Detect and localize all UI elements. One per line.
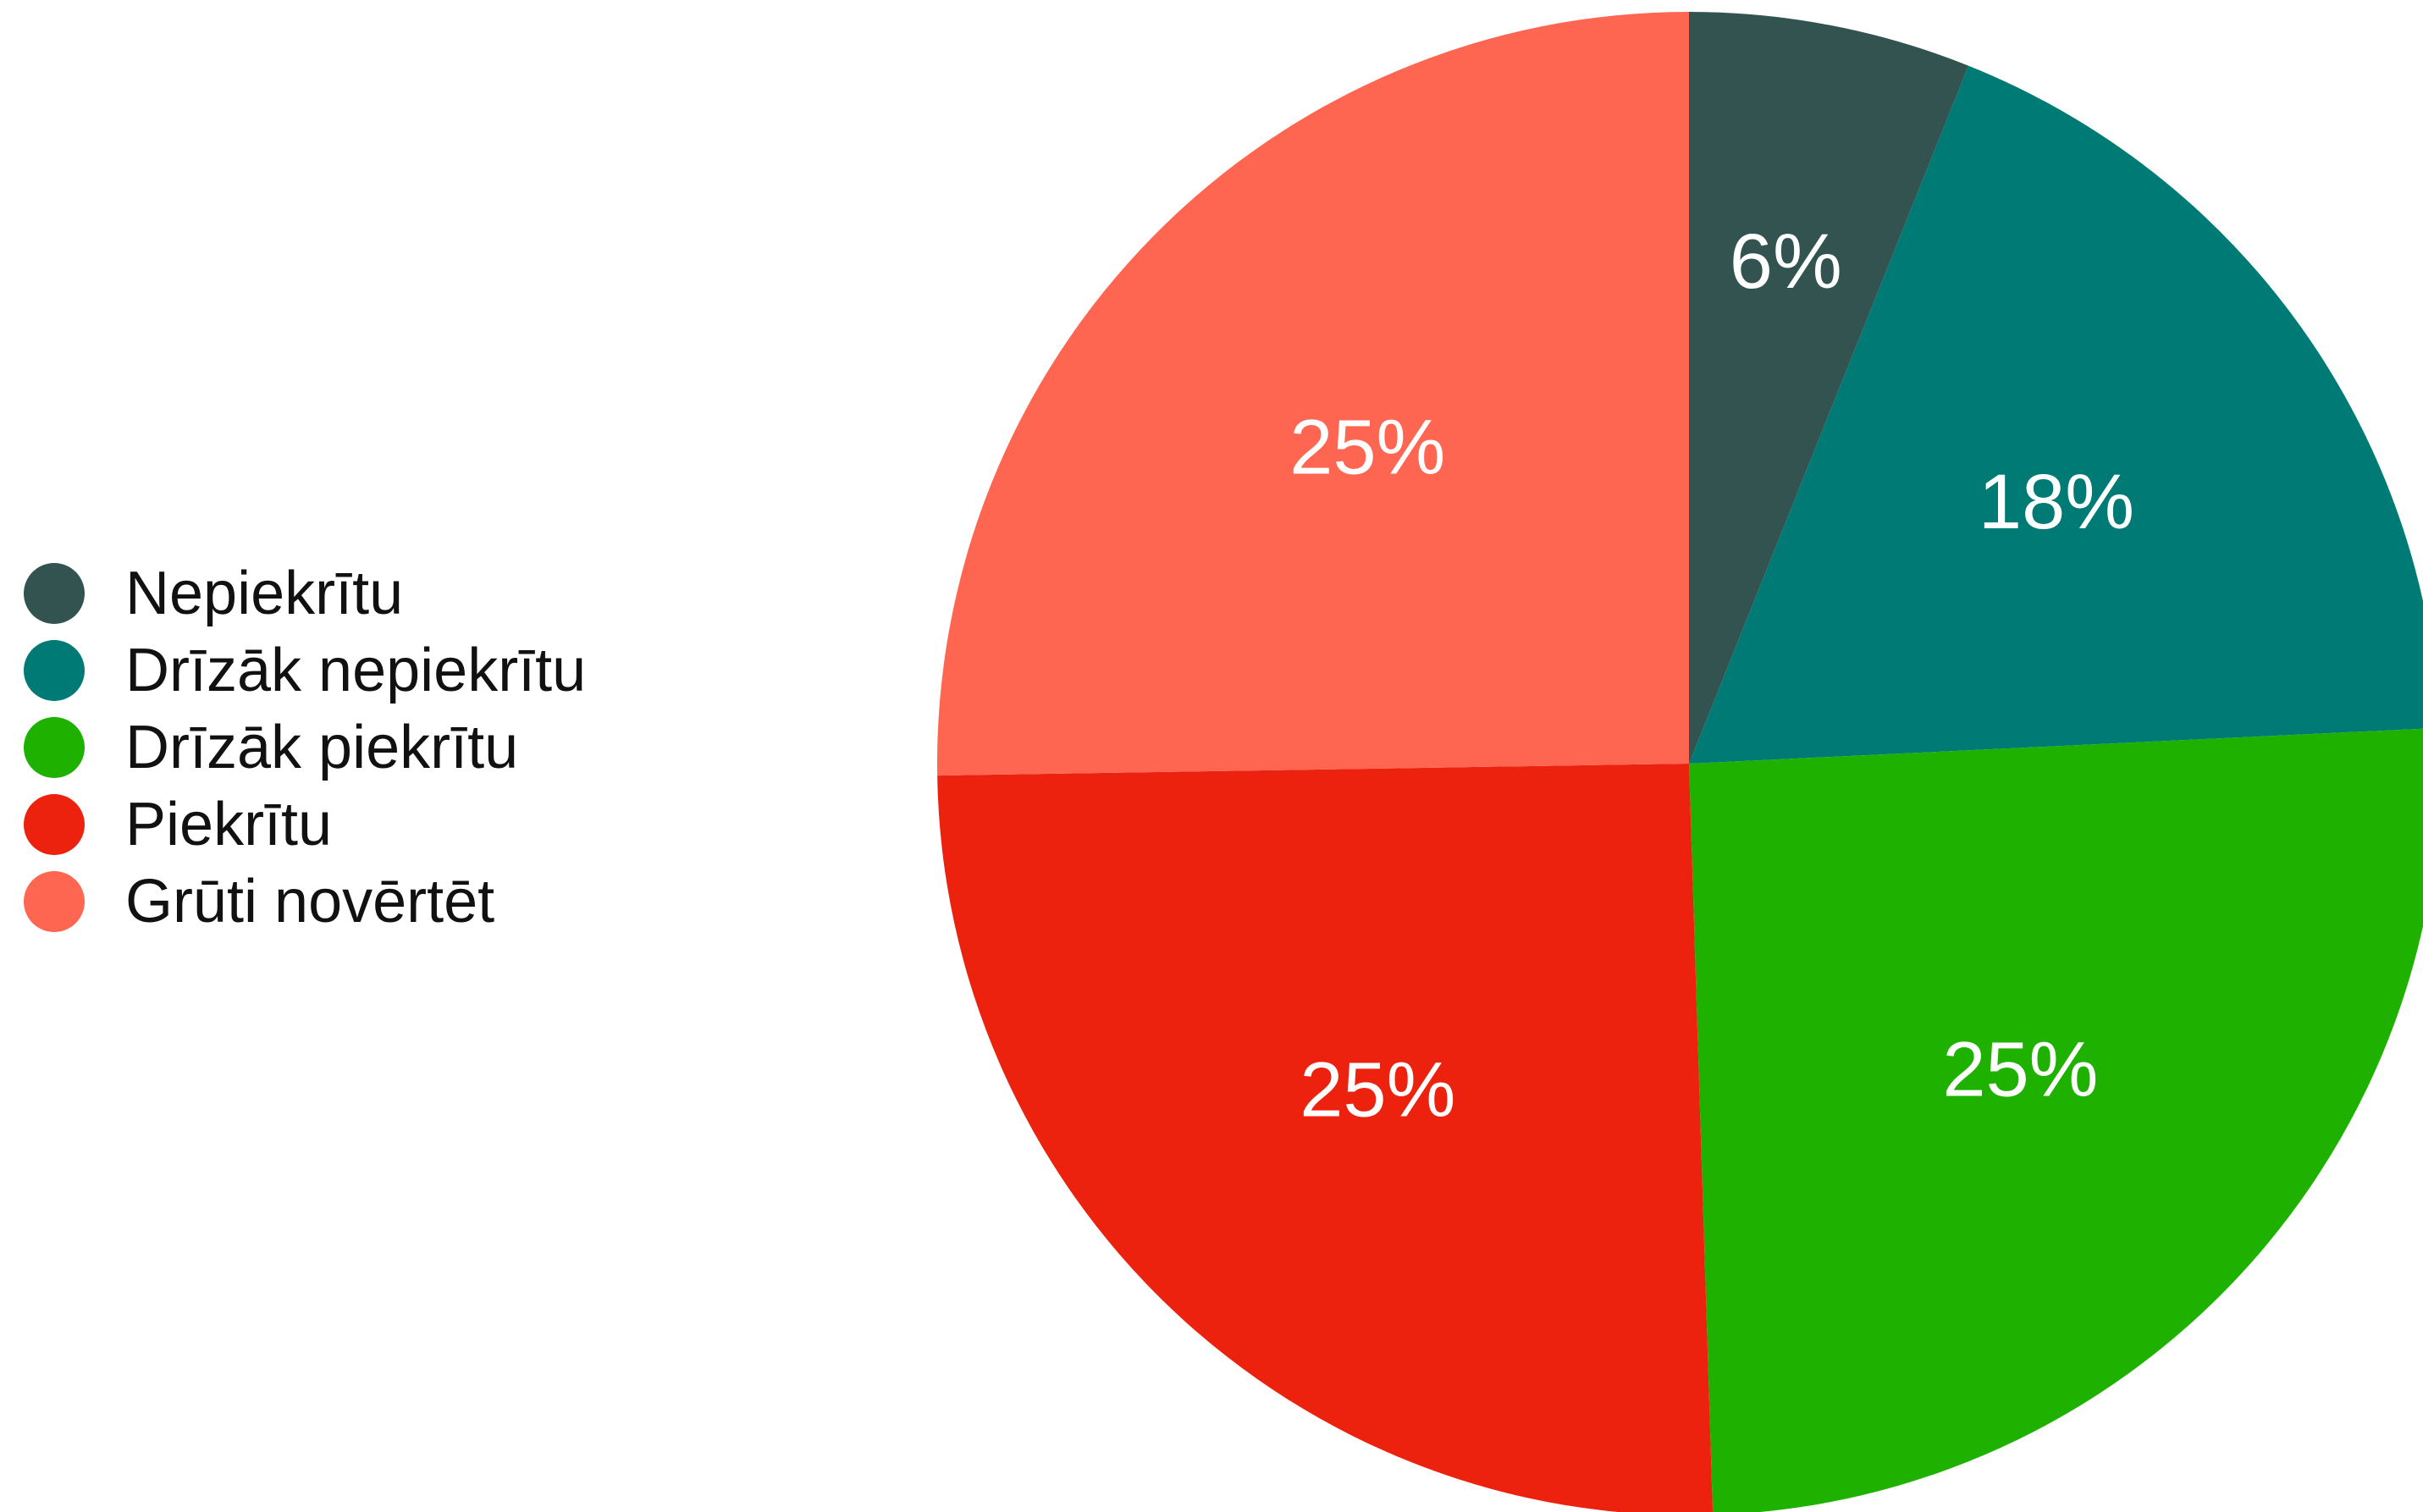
legend-swatch-icon: [24, 870, 85, 932]
slice-value-label-3: 25%: [1942, 1027, 2098, 1113]
legend-label: Grūti novērtēt: [125, 867, 495, 935]
pie-slice-1: [1689, 12, 1969, 764]
slice-value-label-5: 25%: [1289, 404, 1445, 490]
legend-item-gruti-novertet: Grūti novērtēt: [24, 863, 586, 940]
slice-value-label-4: 25%: [1300, 1047, 1455, 1134]
pie-labels: 6% 18% 25% 25% 25%: [1289, 218, 2134, 1134]
legend-item-nepiekritu: Nepiekrītu: [24, 555, 586, 632]
legend-label: Drīzāk nepiekrītu: [125, 636, 587, 704]
legend-swatch-icon: [24, 562, 85, 624]
legend-item-piekritu: Piekrītu: [24, 786, 586, 863]
pie-slice-3: [1689, 728, 2423, 1512]
legend-label: Nepiekrītu: [125, 559, 404, 627]
legend-swatch-icon: [24, 639, 85, 701]
pie-slices: [937, 12, 2423, 1512]
legend-item-drizak-piekritu: Drīzāk piekrītu: [24, 709, 586, 786]
legend-swatch-icon: [24, 716, 85, 778]
slice-value-label-2: 18%: [1979, 459, 2134, 545]
legend-label: Drīzāk piekrītu: [125, 713, 519, 781]
legend: Nepiekrītu Drīzāk nepiekrītu Drīzāk piek…: [24, 555, 586, 940]
legend-swatch-icon: [24, 793, 85, 855]
legend-label: Piekrītu: [125, 790, 333, 858]
pie-slice-4: [937, 764, 1714, 1512]
legend-item-drizak-nepiekritu: Drīzāk nepiekrītu: [24, 632, 586, 709]
pie-slice-2: [1689, 65, 2423, 764]
slice-value-label-1: 6%: [1730, 218, 1842, 305]
pie-slice-5: [937, 12, 1689, 776]
